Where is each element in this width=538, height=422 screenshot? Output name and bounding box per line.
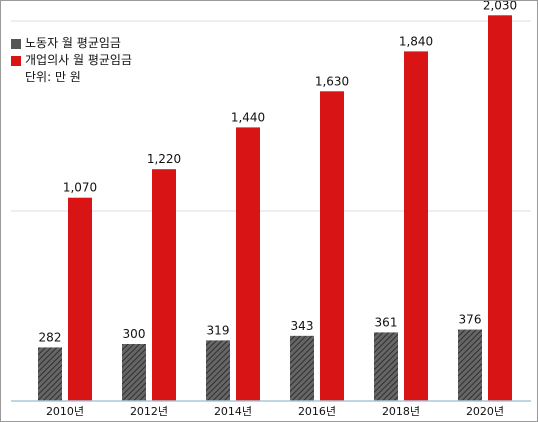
value-label-doctors-3: 1,630 — [315, 74, 349, 88]
bar-doctors-5 — [488, 15, 512, 402]
x-axis: 2010년 2012년 2014년 2016년 2018년 2020년 — [11, 400, 531, 418]
x-tick-label-1: 2012년 — [130, 405, 168, 418]
bar-workers-0 — [38, 347, 62, 401]
value-label-doctors-5: 2,030 — [483, 1, 517, 12]
legend-label-doctors: 개업의사 월 평균임금 — [25, 53, 132, 67]
value-label-workers-2: 319 — [207, 323, 230, 337]
x-tick-label-2: 2014년 — [214, 405, 252, 418]
legend-item-workers: 노동자 월 평균임금 — [11, 35, 132, 52]
bar-workers-4 — [374, 332, 398, 401]
legend-label-workers: 노동자 월 평균임금 — [25, 36, 121, 50]
legend-swatch-workers — [11, 38, 21, 49]
bars — [38, 15, 512, 402]
value-label-workers-0: 282 — [39, 330, 62, 344]
x-tick-label-4: 2018년 — [382, 405, 420, 418]
value-label-workers-1: 300 — [123, 327, 146, 341]
bar-workers-2 — [206, 340, 230, 401]
bar-workers-5 — [458, 329, 482, 401]
unit-note-text: 단위: 만 원 — [25, 70, 81, 84]
value-label-workers-5: 376 — [459, 313, 482, 327]
value-label-workers-3: 343 — [291, 319, 314, 333]
x-tick-label-3: 2016년 — [298, 405, 336, 418]
value-label-doctors-1: 1,220 — [147, 152, 181, 166]
value-label-doctors-4: 1,840 — [399, 34, 433, 48]
value-labels: 282 1,070 300 1,220 319 1,440 343 1,630 361 1,840… — [39, 1, 518, 344]
value-label-doctors-2: 1,440 — [231, 110, 265, 124]
legend-item-doctors: 개업의사 월 평균임금 — [11, 52, 132, 69]
value-label-doctors-0: 1,070 — [63, 181, 97, 195]
bar-doctors-0 — [68, 197, 92, 401]
value-label-workers-4: 361 — [375, 315, 398, 329]
bar-workers-3 — [290, 335, 314, 401]
bar-doctors-1 — [152, 169, 176, 401]
unit-note: 단위: 만 원 — [11, 69, 132, 86]
gridlines — [11, 20, 531, 212]
bar-doctors-3 — [320, 91, 344, 402]
x-tick-label-5: 2020년 — [466, 405, 504, 418]
legend-swatch-doctors — [11, 55, 21, 66]
bar-workers-1 — [122, 344, 146, 401]
legend: 노동자 월 평균임금 개업의사 월 평균임금 단위: 만 원 — [11, 35, 132, 86]
x-tick-label-0: 2010년 — [46, 405, 84, 418]
bar-doctors-2 — [236, 127, 260, 402]
bar-doctors-4 — [404, 51, 428, 402]
